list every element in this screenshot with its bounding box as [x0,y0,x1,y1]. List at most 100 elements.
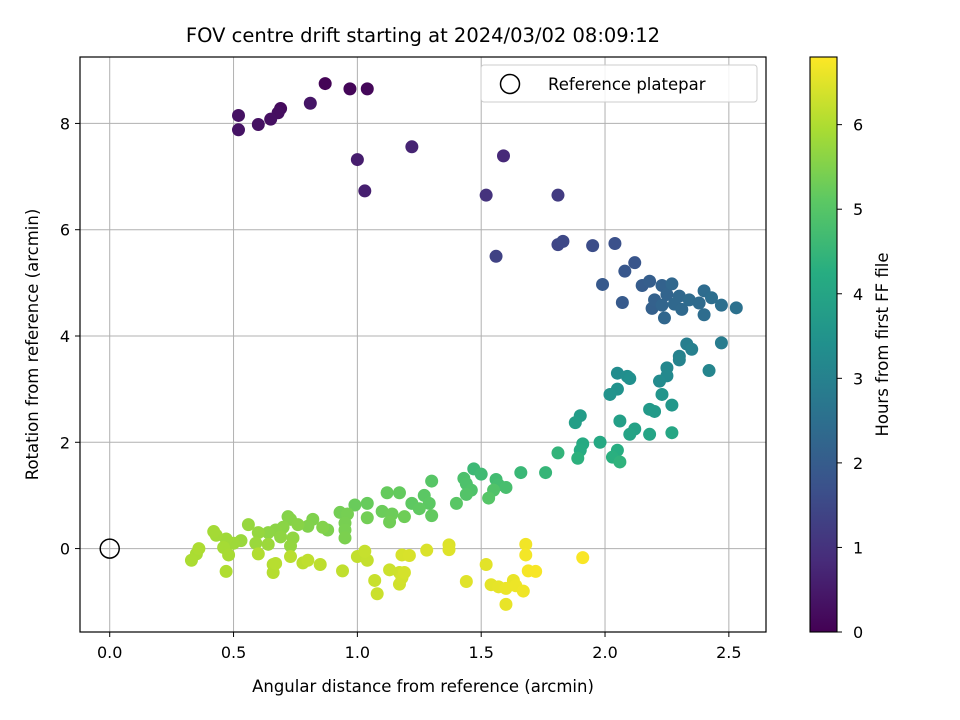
data-point [692,296,706,310]
legend-box [480,64,758,103]
y-tick-label: 2 [60,433,70,452]
data-point [274,530,288,544]
chart-title: FOV centre drift starting at 2024/03/02 … [186,24,660,47]
data-point [251,526,265,540]
data-point [241,518,255,532]
data-point [412,502,426,516]
data-point [628,256,642,270]
data-point [655,387,669,401]
y-tick-label: 8 [60,114,70,133]
y-tick-label: 4 [60,327,70,346]
data-point [655,298,669,312]
colorbar-ticks: 0 1 2 3 4 5 6 [837,116,863,642]
colorbar-tick-label: 6 [853,116,863,135]
data-point [551,446,565,460]
data-point [303,96,317,110]
data-point [261,537,275,551]
colorbar-gradient [809,56,838,633]
data-point [422,496,436,510]
data-point [596,277,610,291]
legend-label-reference: Reference platepar [548,75,706,94]
data-point [551,188,565,202]
data-point [316,520,330,534]
data-point [519,537,533,551]
reference-platepar-marker [99,538,120,559]
x-tick-label: 0.5 [221,643,246,662]
legend: Reference platepar [480,64,758,103]
data-point [603,387,617,401]
data-point [489,249,503,263]
y-axis-label: Rotation from reference (arcmin) [23,209,42,481]
data-point [313,558,327,572]
data-point [318,77,332,91]
data-point [264,112,278,126]
data-point [368,573,382,587]
data-point [499,597,513,611]
data-point [672,289,686,303]
data-point [383,563,397,577]
data-point [284,539,298,553]
data-point [660,288,674,302]
data-point [301,519,315,533]
data-point [665,398,679,412]
data-point [610,366,624,380]
data-point [380,486,394,500]
data-point [360,511,374,525]
x-tick-label: 0.0 [97,643,122,662]
data-point [231,123,245,137]
data-point [479,558,493,572]
y-tick-label: 6 [60,221,70,240]
data-point [251,117,265,131]
data-point [479,188,493,202]
data-point [405,140,419,154]
data-point [397,510,411,524]
data-point [702,364,716,378]
data-point [360,82,374,96]
x-tick-label: 1.5 [468,643,493,662]
x-tick-label: 2.5 [716,643,741,662]
data-point [714,336,728,350]
data-point [184,553,198,567]
data-point [675,302,689,316]
x-axis-label: Angular distance from reference (arcmin) [252,677,594,696]
data-point [672,353,686,367]
data-point [623,427,637,441]
data-point [529,564,543,578]
data-point [539,466,553,480]
data-point [648,404,662,418]
data-point [222,548,236,562]
data-point [425,474,439,488]
data-point [576,551,590,565]
colorbar-tick-label: 4 [853,285,863,304]
colorbar-tick-label: 5 [853,200,863,219]
data-point [251,547,265,561]
data-point [358,184,372,198]
data-point [375,504,389,518]
data-point [665,426,679,440]
y-tick-label: 0 [60,540,70,559]
colorbar-tick-label: 2 [853,454,863,473]
colorbar-label: Hours from first FF file [873,252,892,436]
data-point [516,584,530,598]
data-point [219,564,233,578]
data-point [556,234,570,248]
data-point [499,480,513,494]
data-point [284,550,298,564]
data-point [392,486,406,500]
data-points [184,77,743,611]
data-point [613,455,627,469]
data-point [608,237,622,251]
data-point [301,553,315,567]
colorbar-tick-label: 3 [853,369,863,388]
data-point [261,526,275,540]
data-point [370,587,384,601]
data-point [420,543,434,557]
data-point [568,416,582,430]
data-point [449,496,463,510]
y-axis-ticks: 0 2 4 6 8 [60,114,80,559]
data-point [269,556,283,570]
data-point [192,542,206,556]
data-point [514,466,528,480]
reference-marker-layer [99,538,120,559]
data-point [657,311,671,325]
